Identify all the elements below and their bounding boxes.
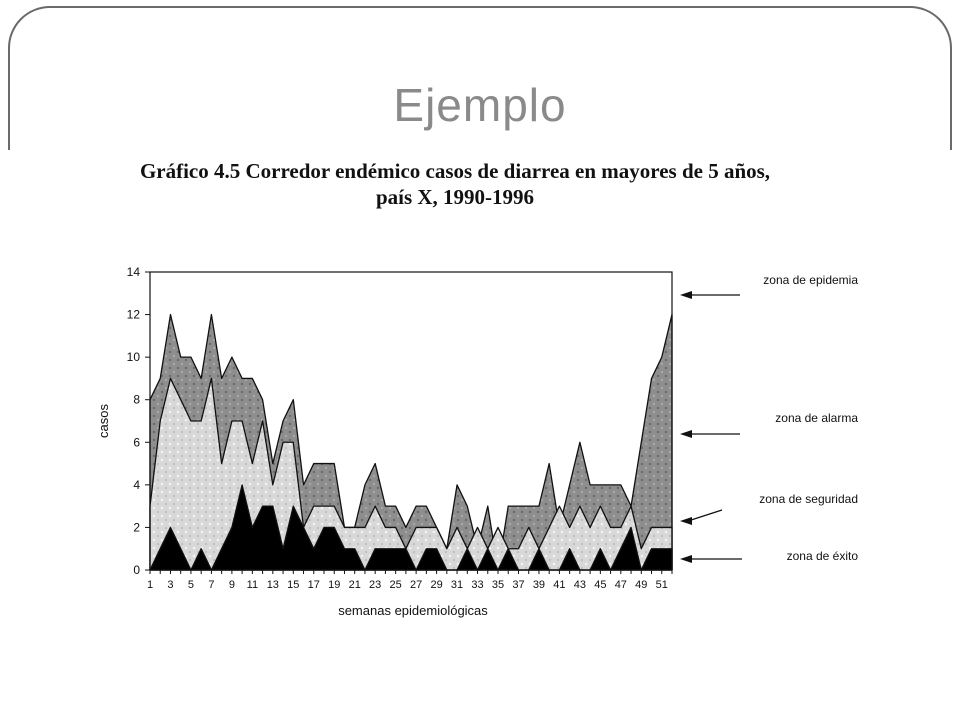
x-tick-label: 33 — [471, 579, 483, 591]
x-tick-label: 49 — [635, 579, 647, 591]
x-tick-label: 39 — [533, 579, 545, 591]
y-tick-label: 4 — [133, 478, 140, 492]
y-tick-label: 6 — [133, 435, 140, 449]
zone-label: zona de epidemia — [763, 273, 858, 287]
chart-title: Gráfico 4.5 Corredor endémico casos de d… — [60, 158, 850, 210]
series-area-1 — [149, 484, 673, 571]
zone-label: zona de alarma — [775, 411, 858, 425]
zone-arrow-line — [687, 509, 723, 522]
x-tick-label: 21 — [349, 579, 361, 591]
y-tick-label: 14 — [127, 265, 141, 279]
y-tick-label: 0 — [133, 563, 140, 577]
chart-figure: Gráfico 4.5 Corredor endémico casos de d… — [0, 150, 960, 710]
x-axis-label: semanas epidemiológicas — [338, 603, 488, 618]
chart-title-line-1: Gráfico 4.5 Corredor endémico casos de d… — [139, 159, 771, 183]
zone-label: zona de seguridad — [759, 492, 858, 506]
x-tick-label: 41 — [553, 579, 565, 591]
x-tick-label: 13 — [267, 579, 279, 591]
zone-arrow-head — [680, 517, 692, 525]
x-tick-label: 5 — [188, 579, 194, 591]
y-tick-label: 2 — [133, 520, 140, 534]
axis-labels: casos semanas epidemiológicas — [96, 404, 488, 618]
zone-annotations: zona de epidemia zona de alarma zona de se… — [680, 273, 858, 563]
x-tick-label: 35 — [492, 579, 504, 591]
x-tick-label: 37 — [512, 579, 524, 591]
x-tick-label: 27 — [410, 579, 422, 591]
x-tick-label: 47 — [615, 579, 627, 591]
x-tick-label: 7 — [208, 579, 214, 591]
slide-title: Ejemplo — [393, 79, 567, 131]
plot-area — [149, 272, 673, 571]
x-tick-label: 11 — [247, 579, 258, 591]
x-tick-label: 15 — [287, 579, 299, 591]
x-tick-label: 19 — [328, 579, 340, 591]
x-tick-label: 25 — [390, 579, 402, 591]
zone-arrow-head — [680, 555, 692, 563]
plot-frame — [149, 271, 673, 571]
y-tick-label: 8 — [133, 393, 140, 407]
x-tick-label: 9 — [229, 579, 235, 591]
zone-arrow-head — [680, 430, 692, 438]
x-tick-label: 43 — [574, 579, 586, 591]
y-tick-label: 12 — [127, 308, 141, 322]
x-tick-label: 3 — [167, 579, 173, 591]
series-area-2 — [149, 377, 673, 571]
x-tick-label: 29 — [430, 579, 442, 591]
zone-label: zona de éxito — [787, 549, 859, 563]
x-tick-label: 1 — [147, 579, 153, 591]
y-axis-label: casos — [96, 404, 111, 438]
x-tick-label: 17 — [308, 579, 320, 591]
zone-arrow-head — [680, 291, 692, 299]
x-tick-label: 45 — [594, 579, 606, 591]
x-tick-label: 31 — [451, 579, 463, 591]
x-tick-label: 23 — [369, 579, 381, 591]
x-tick-label: 51 — [656, 579, 668, 591]
y-tick-label: 10 — [127, 350, 141, 364]
chart-title-line-2: país X, 1990-1996 — [375, 185, 535, 209]
